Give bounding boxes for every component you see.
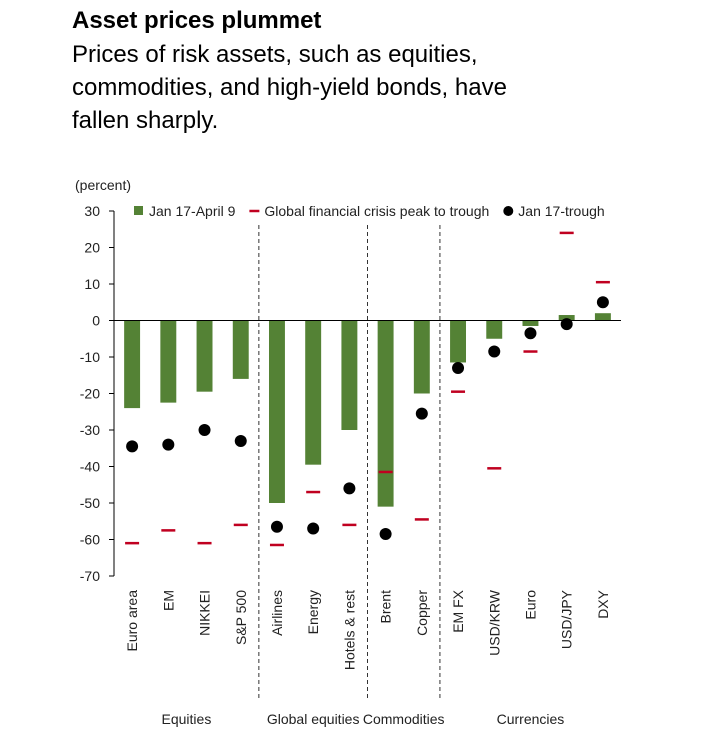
chart-subtitle: commodities, and high-yield bonds, have xyxy=(72,74,507,101)
x-tick-label: Euro xyxy=(522,590,538,620)
y-tick-label: 0 xyxy=(92,313,100,329)
legend-label: Jan 17-April 9 xyxy=(149,203,236,219)
group-label: Global equities xyxy=(267,711,360,727)
chart-title: Asset prices plummet xyxy=(72,7,321,34)
y-tick-label: -20 xyxy=(80,386,100,402)
x-tick-label: Copper xyxy=(414,590,430,636)
dot-marker xyxy=(198,424,211,436)
dot-marker xyxy=(307,522,320,535)
legend-swatch xyxy=(503,206,514,216)
y-tick-label: -50 xyxy=(80,495,100,511)
x-tick-label: EM FX xyxy=(450,589,466,632)
legend-label: Jan 17-trough xyxy=(518,203,604,219)
dot-marker xyxy=(488,345,501,358)
legend-label: Global financial crisis peak to trough xyxy=(264,203,489,219)
bar xyxy=(522,320,539,326)
bar xyxy=(305,320,322,465)
y-tick-label: -60 xyxy=(80,532,100,548)
group-label: Commodities xyxy=(363,711,445,727)
dot-marker xyxy=(596,296,609,309)
y-tick-label: -40 xyxy=(80,459,100,475)
y-axis-label: (percent) xyxy=(75,177,131,193)
bar xyxy=(196,320,213,392)
bar xyxy=(450,320,467,363)
y-tick-label: -10 xyxy=(80,349,100,365)
group-label: Equities xyxy=(162,711,212,727)
x-tick-label: Brent xyxy=(378,590,394,624)
bar xyxy=(232,320,249,379)
bar xyxy=(486,320,503,339)
bar xyxy=(124,320,141,409)
y-tick-label: 30 xyxy=(84,203,100,219)
dot-marker xyxy=(452,361,465,374)
dot-marker xyxy=(415,407,428,420)
bar xyxy=(160,320,177,403)
x-tick-label: USD/KRW xyxy=(486,589,502,656)
bar xyxy=(341,320,358,430)
y-tick-label: -30 xyxy=(80,422,100,438)
x-tick-label: Energy xyxy=(305,590,321,634)
x-tick-label: DXY xyxy=(595,589,611,618)
chart-subtitle: Prices of risk assets, such as equities, xyxy=(72,41,478,68)
bar xyxy=(413,320,430,394)
dot-marker xyxy=(343,482,356,495)
dot-marker xyxy=(379,528,392,541)
dot-marker xyxy=(524,327,537,340)
dot-marker xyxy=(270,520,283,533)
bar xyxy=(594,313,611,321)
bar xyxy=(377,320,394,507)
x-tick-label: EM xyxy=(160,590,176,611)
y-tick-label: 20 xyxy=(84,240,100,256)
x-tick-label: S&P 500 xyxy=(233,590,249,645)
legend-swatch xyxy=(134,206,143,215)
x-tick-label: USD/JPY xyxy=(559,589,575,649)
chart-subtitle: fallen sharply. xyxy=(72,107,218,134)
y-tick-label: 10 xyxy=(84,276,100,292)
dot-marker xyxy=(234,434,247,447)
y-tick-label: -70 xyxy=(80,568,100,584)
x-tick-label: NIKKEI xyxy=(197,590,213,636)
bar xyxy=(268,320,285,503)
x-tick-label: Euro area xyxy=(124,590,140,652)
bar xyxy=(558,315,575,321)
x-tick-label: Airlines xyxy=(269,590,285,636)
group-label: Currencies xyxy=(497,711,565,727)
dot-marker xyxy=(560,318,573,331)
x-tick-label: Hotels & rest xyxy=(341,590,357,670)
dot-marker xyxy=(162,438,175,451)
dot-marker xyxy=(126,440,139,453)
